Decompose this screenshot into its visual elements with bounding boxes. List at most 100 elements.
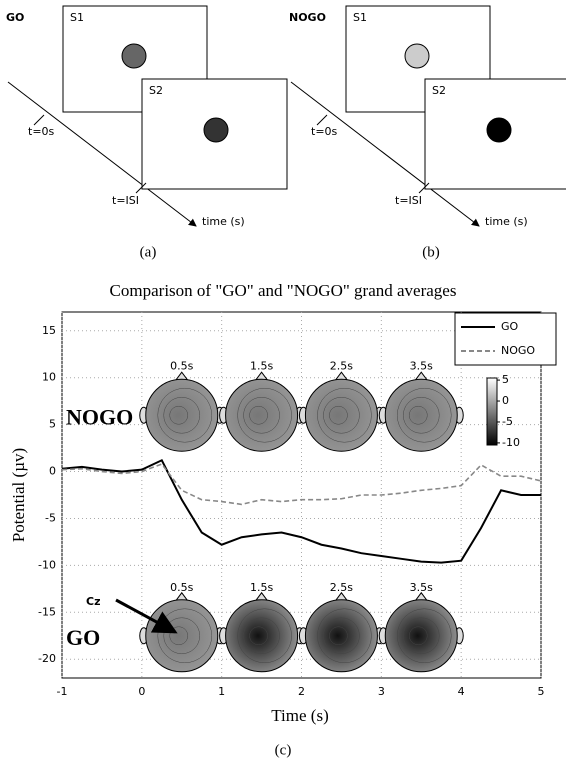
topomap-nose xyxy=(175,591,189,602)
row-label: NOGO xyxy=(66,404,133,429)
contour xyxy=(409,626,428,646)
x-tick-label: 2 xyxy=(298,685,305,698)
y-tick-label: -20 xyxy=(38,652,56,665)
contour xyxy=(403,396,440,434)
screen-label: S1 xyxy=(353,11,367,24)
contour xyxy=(317,387,372,443)
topomap-time: 1.5s xyxy=(250,581,273,594)
colorbar xyxy=(486,377,498,446)
topomap-nose xyxy=(414,371,428,381)
contour xyxy=(397,608,452,664)
row-label: GO xyxy=(66,625,100,650)
contour xyxy=(157,608,212,664)
diagram-label: GO xyxy=(6,11,24,24)
contour xyxy=(249,626,268,646)
contour xyxy=(409,405,428,425)
stimulus xyxy=(121,43,147,69)
y-tick-label: 5 xyxy=(49,418,56,431)
legend-label: GO xyxy=(501,320,519,333)
screen-label: S2 xyxy=(149,84,163,97)
topomap-time: 1.5s xyxy=(250,359,273,372)
topomap-nose xyxy=(255,371,268,381)
x-tick-label: -1 xyxy=(57,685,68,698)
topomap-time: 3.5s xyxy=(410,359,433,372)
time-label: t=ISI xyxy=(112,194,139,207)
chart-title: Comparison of "GO" and "NOGO" grand aver… xyxy=(110,281,457,300)
topomap-time: 0.5s xyxy=(170,359,193,372)
topomap-time: 2.5s xyxy=(330,581,353,594)
time-axis xyxy=(290,81,480,227)
contour xyxy=(323,396,360,434)
stimulus xyxy=(203,117,229,143)
contour xyxy=(323,617,360,655)
y-tick-label: 10 xyxy=(42,371,56,384)
axis-label: time (s) xyxy=(485,215,528,228)
y-tick-label: -15 xyxy=(38,605,56,618)
y-tick-label: -5 xyxy=(45,511,56,524)
colorbar-label: 0 xyxy=(502,394,509,407)
x-tick-label: 5 xyxy=(538,685,545,698)
contour xyxy=(397,387,452,443)
caption: (b) xyxy=(422,244,440,260)
topomap-nose xyxy=(175,371,189,381)
caption: (a) xyxy=(140,244,157,260)
tick xyxy=(135,182,147,194)
topomap xyxy=(304,599,378,673)
series-line xyxy=(61,463,542,506)
time-label: t=0s xyxy=(28,125,55,138)
contour xyxy=(157,387,212,443)
y-axis-label: Potential (µv) xyxy=(9,448,28,542)
contour xyxy=(249,405,268,425)
caption: (c) xyxy=(275,742,292,758)
plot-area xyxy=(61,311,542,679)
topomap-nose xyxy=(255,591,268,602)
contour xyxy=(237,387,292,443)
contour xyxy=(243,617,280,655)
topomap-time: 2.5s xyxy=(330,359,353,372)
tick xyxy=(33,114,45,126)
topomap-time: 3.5s xyxy=(410,581,433,594)
colorbar-label: -5 xyxy=(502,415,513,428)
topomap xyxy=(384,378,458,452)
colorbar-label: -10 xyxy=(502,436,520,449)
contour xyxy=(169,405,188,425)
legend-label: NOGO xyxy=(501,344,535,357)
series-line xyxy=(61,458,541,564)
x-tick-label: 4 xyxy=(458,685,465,698)
electrode-arrow xyxy=(115,598,178,634)
topomap-nose xyxy=(335,371,348,381)
x-tick-label: 0 xyxy=(138,685,145,698)
contour xyxy=(163,396,200,434)
topomap xyxy=(225,599,299,673)
time-axis xyxy=(7,81,197,227)
topomap-nose xyxy=(335,591,348,602)
tick xyxy=(418,182,430,194)
axis-label: time (s) xyxy=(202,215,245,228)
legend xyxy=(454,312,557,366)
topomap xyxy=(145,599,219,673)
screen-label: S2 xyxy=(432,84,446,97)
contour xyxy=(329,405,348,425)
time-label: t=ISI xyxy=(395,194,422,207)
y-tick-label: 0 xyxy=(49,465,56,478)
y-tick-label: 15 xyxy=(42,324,56,337)
contour xyxy=(317,608,372,664)
time-label: t=0s xyxy=(311,125,338,138)
x-axis-label: Time (s) xyxy=(271,706,328,725)
y-tick-label: -10 xyxy=(38,558,56,571)
topomap xyxy=(225,378,299,452)
contour xyxy=(329,626,348,646)
contour xyxy=(243,396,280,434)
electrode-label: Cz xyxy=(86,595,100,608)
diagram-label: NOGO xyxy=(289,11,326,24)
contour xyxy=(169,626,188,646)
colorbar-label: 5 xyxy=(502,373,509,386)
stimulus xyxy=(486,117,512,143)
contour xyxy=(163,617,200,655)
topomap-time: 0.5s xyxy=(170,581,193,594)
topomap-nose xyxy=(414,591,428,602)
x-tick-label: 3 xyxy=(378,685,385,698)
contour xyxy=(403,617,440,655)
topomap xyxy=(145,378,219,452)
